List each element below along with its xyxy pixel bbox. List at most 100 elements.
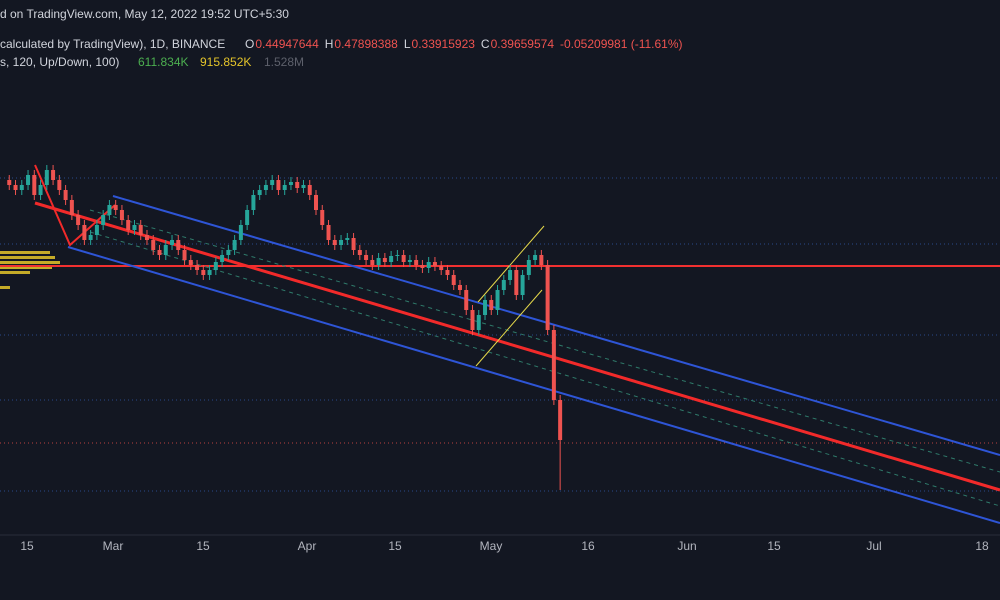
ohlc-value: 0.47898388 <box>334 37 398 51</box>
x-axis-label: 18 <box>975 539 989 553</box>
candle-body <box>326 225 331 240</box>
candle-body <box>501 280 506 290</box>
x-axis-label: 15 <box>767 539 781 553</box>
candle-body <box>389 256 394 262</box>
legend-row: calculated by TradingView), 1D, BINANCE … <box>0 37 683 51</box>
candle-body <box>376 258 381 265</box>
change-value: -0.05209981 (-11.61%) <box>560 37 683 51</box>
candle-body <box>251 195 256 210</box>
x-axis-label: 15 <box>388 539 402 553</box>
candle-body <box>138 225 143 235</box>
candle-body <box>226 250 231 255</box>
candle-body <box>432 262 437 266</box>
candle-body <box>213 262 218 270</box>
symbol-text: calculated by TradingView), 1D, BINANCE <box>0 37 225 51</box>
volume-profile <box>0 251 60 289</box>
candle-body <box>94 225 99 235</box>
profile-bar <box>0 286 10 289</box>
indicator-value: 915.852K <box>200 55 251 69</box>
candle-body <box>533 255 538 260</box>
candle-body <box>144 235 149 240</box>
candle-body <box>357 250 362 255</box>
candle-body <box>307 185 312 195</box>
channel-lower <box>67 246 1000 524</box>
candle-body <box>44 170 49 185</box>
candle-body <box>19 185 24 190</box>
candle-body <box>288 182 293 185</box>
candle-body <box>232 240 237 250</box>
candle-body <box>282 185 287 190</box>
candle-body <box>69 200 74 215</box>
candle-body <box>551 330 556 400</box>
candle-body <box>57 180 62 190</box>
source-text: d on TradingView.com, May 12, 2022 19:52… <box>0 7 289 21</box>
candle-body <box>88 235 93 240</box>
candle-body <box>107 205 112 215</box>
candle-body <box>457 285 462 290</box>
candle-body <box>101 215 106 225</box>
candle-body <box>76 215 81 225</box>
x-axis-label: May <box>480 539 503 553</box>
indicator-value: 1.528M <box>264 55 304 69</box>
candle-body <box>539 255 544 265</box>
ohlc-key: L <box>404 37 411 51</box>
candle-body <box>495 290 500 310</box>
candle-body <box>26 175 31 185</box>
candle-body <box>295 182 300 188</box>
candle-body <box>32 175 37 195</box>
candle-body <box>508 270 513 280</box>
candle-body <box>364 255 369 260</box>
candle-body <box>558 400 563 440</box>
candle-body <box>520 275 525 295</box>
candle-body <box>489 300 494 310</box>
candle-body <box>263 185 268 190</box>
ohlc-value: 0.39659574 <box>491 37 555 51</box>
candle-body <box>126 220 131 230</box>
candles <box>7 165 563 490</box>
candle-body <box>176 240 181 250</box>
indicator-value: 611.834K <box>138 55 189 69</box>
candle-body <box>370 260 375 265</box>
candle-body <box>238 225 243 240</box>
candle-body <box>514 270 519 295</box>
candle-body <box>407 260 412 262</box>
candle-body <box>188 260 193 265</box>
candle-body <box>526 260 531 275</box>
trend-drawing <box>34 164 116 247</box>
candle-body <box>157 250 162 255</box>
profile-bar <box>0 261 60 264</box>
candle-body <box>464 290 469 310</box>
candle-body <box>382 258 387 262</box>
ohlc-key: O <box>245 37 254 51</box>
candle-body <box>345 238 350 240</box>
x-axis-label: 16 <box>581 539 595 553</box>
x-axis-label: Jun <box>677 539 696 553</box>
indicator-text: s, 120, Up/Down, 100) <box>0 55 119 69</box>
candle-body <box>113 205 118 210</box>
candle-body <box>63 190 68 200</box>
candle-body <box>270 180 275 185</box>
channel-inner <box>89 209 1000 473</box>
candle-body <box>257 190 262 195</box>
x-axis-label: Jul <box>866 539 881 553</box>
candle-body <box>351 238 356 250</box>
candle-body <box>207 270 212 275</box>
candle-body <box>470 310 475 330</box>
candle-body <box>401 255 406 262</box>
candle-body <box>545 265 550 330</box>
channel-inner <box>89 231 1000 507</box>
candle-body <box>132 225 137 230</box>
candle-body <box>476 315 481 330</box>
candle-body <box>426 262 431 268</box>
flag-upper <box>477 225 545 303</box>
profile-bar <box>0 266 52 269</box>
candle-body <box>170 240 175 245</box>
candle-body <box>195 265 200 270</box>
candle-body <box>51 170 56 180</box>
x-axis-label: Apr <box>298 539 317 553</box>
candle-body <box>220 255 225 262</box>
candle-body <box>201 270 206 275</box>
candle-body <box>339 240 344 245</box>
ohlc-value: 0.33915923 <box>412 37 476 51</box>
